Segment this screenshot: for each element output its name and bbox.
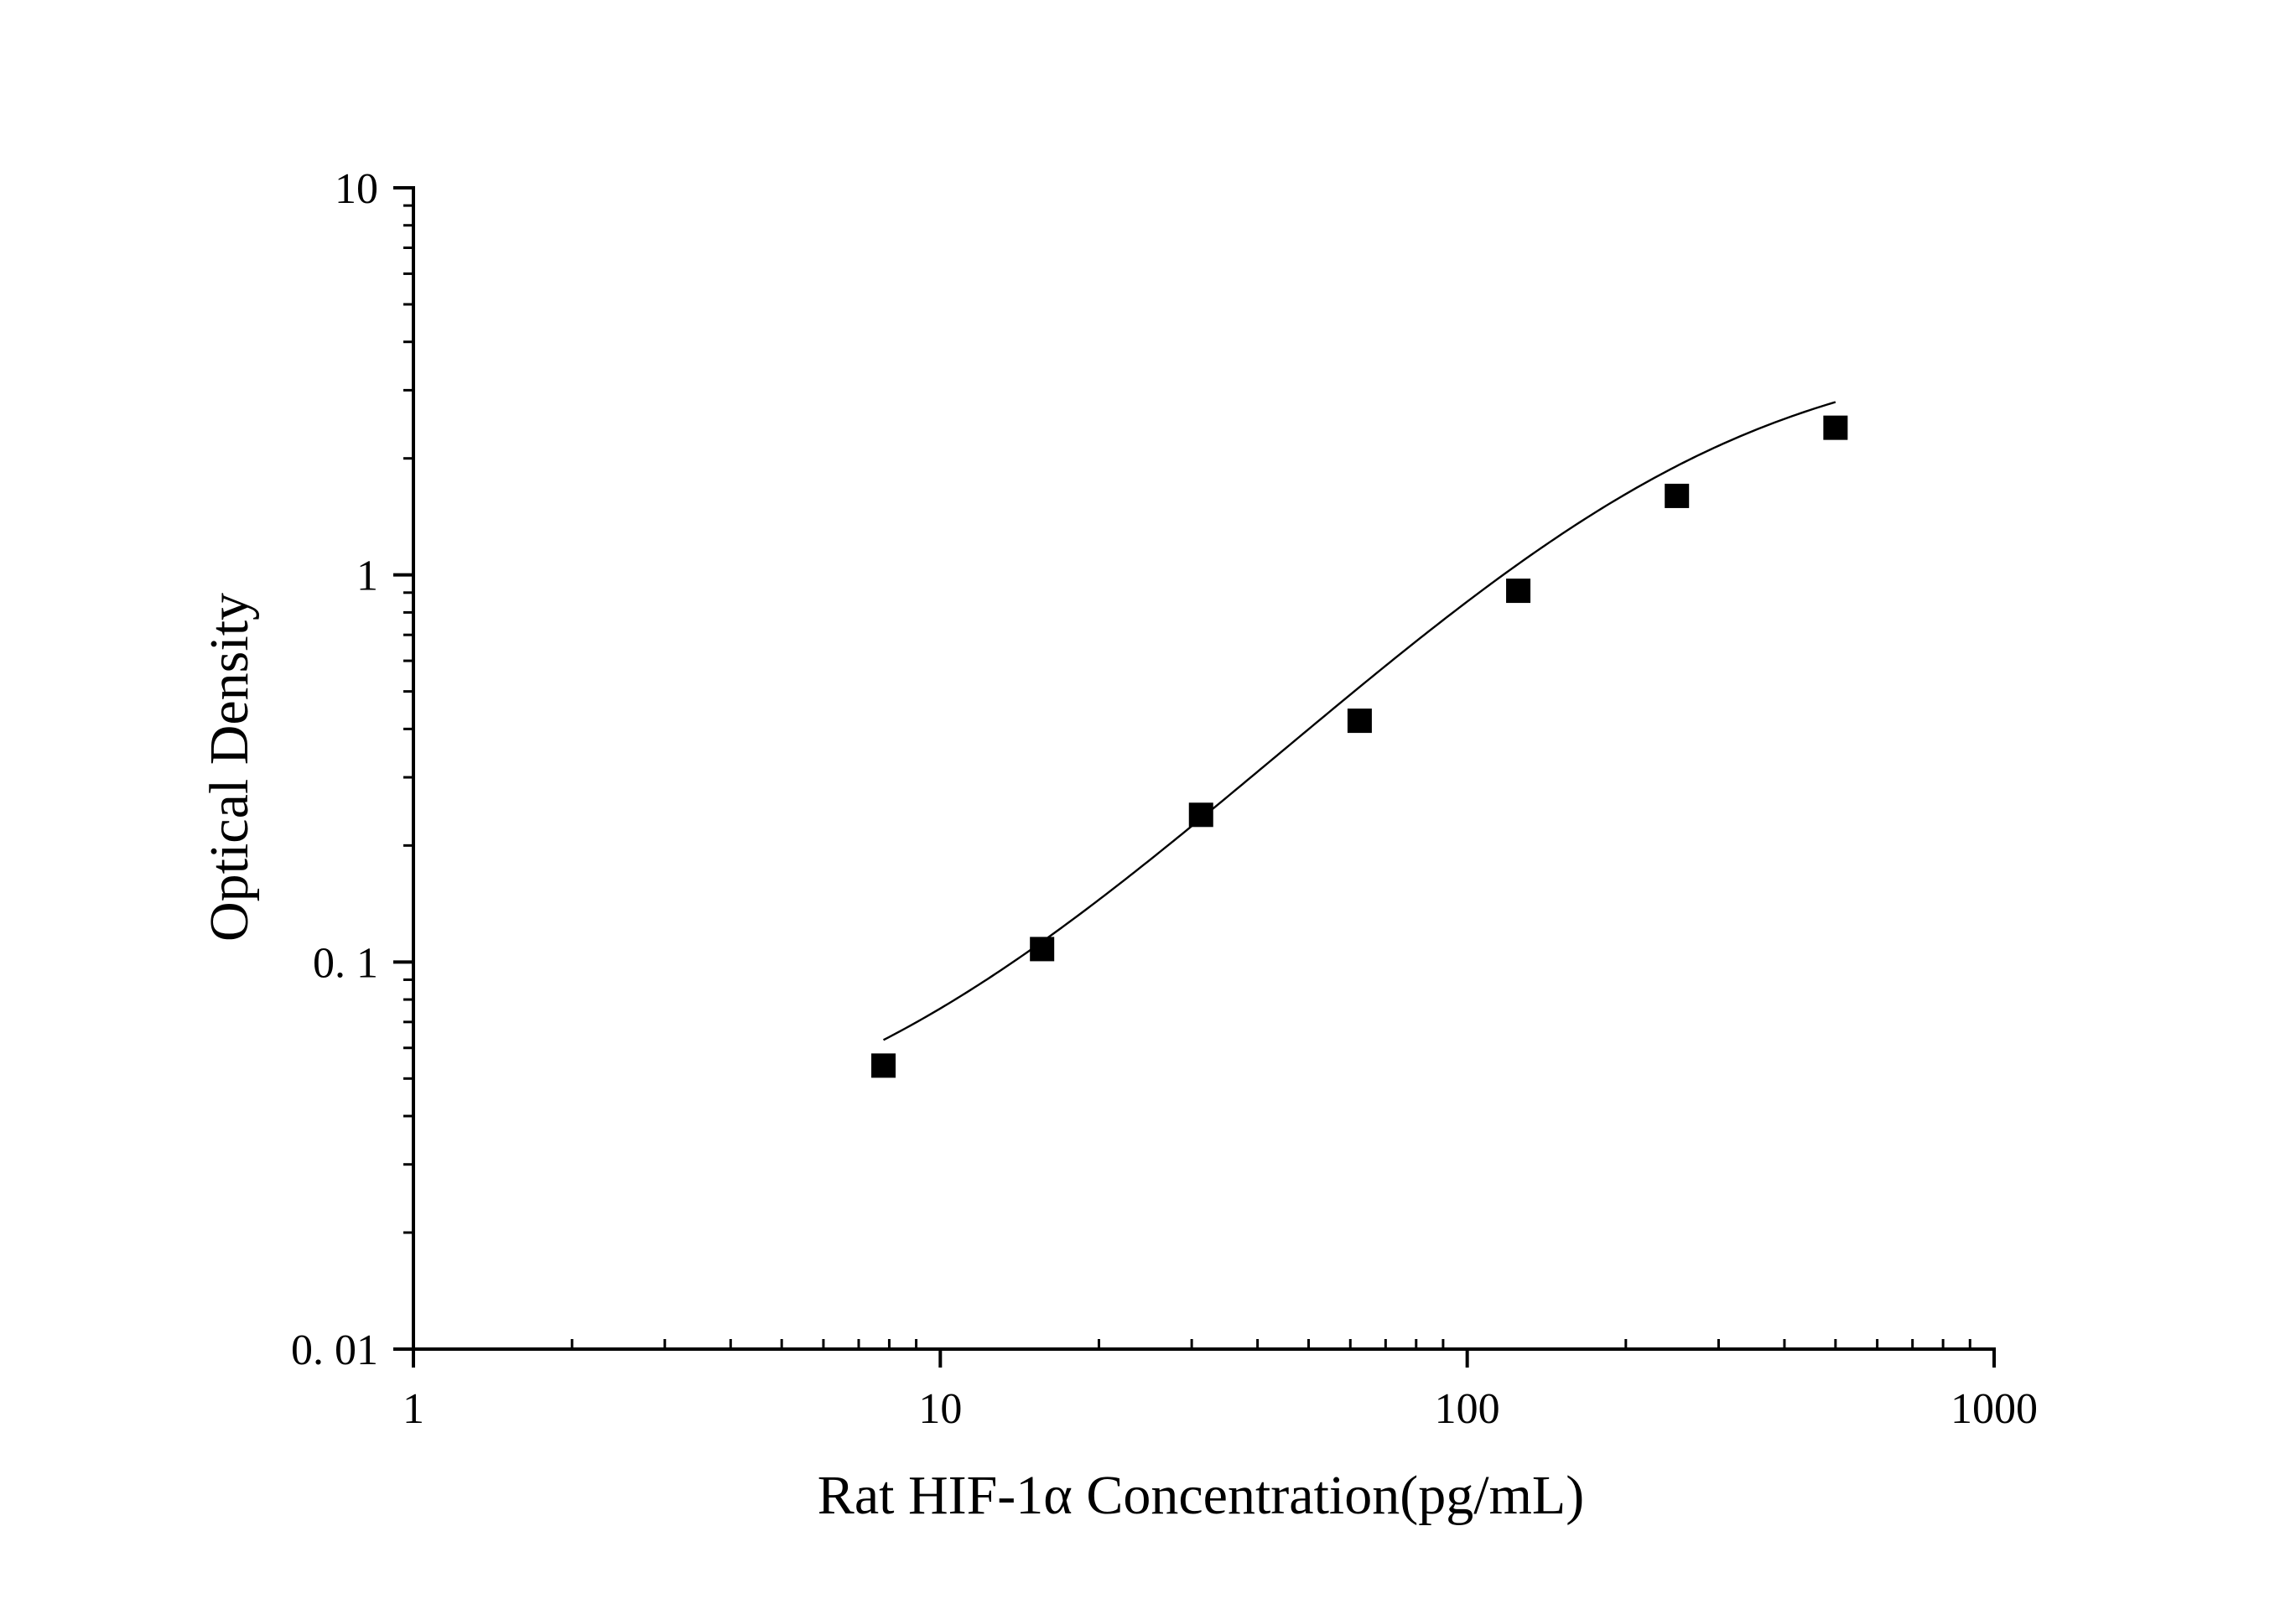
data-point <box>1665 483 1690 508</box>
data-point <box>1506 579 1531 604</box>
x-tick-label: 1000 <box>1951 1385 2038 1433</box>
y-tick-label: 0. 1 <box>313 939 378 987</box>
y-tick-label: 1 <box>356 553 378 600</box>
y-tick-label: 10 <box>335 165 378 213</box>
data-point <box>1030 937 1055 962</box>
x-tick-label: 100 <box>1435 1385 1500 1433</box>
data-points <box>871 415 1848 1078</box>
labels: Rat HIF-1α Concentration(pg/mL) Optical … <box>199 593 1584 1526</box>
y-axis-title: Optical Density <box>199 593 260 942</box>
data-point <box>1188 802 1213 828</box>
y-tick-label: 0. 01 <box>291 1326 378 1374</box>
data-point <box>1823 415 1848 440</box>
x-axis-title: Rat HIF-1α Concentration(pg/mL) <box>818 1465 1584 1526</box>
x-tick-label: 10 <box>918 1385 962 1433</box>
x-tick-label: 1 <box>403 1385 424 1433</box>
data-point <box>1347 709 1372 734</box>
data-point <box>871 1053 896 1078</box>
axes: 1 10 100 1000 0. 01 0. 1 1 10 <box>291 165 2038 1433</box>
